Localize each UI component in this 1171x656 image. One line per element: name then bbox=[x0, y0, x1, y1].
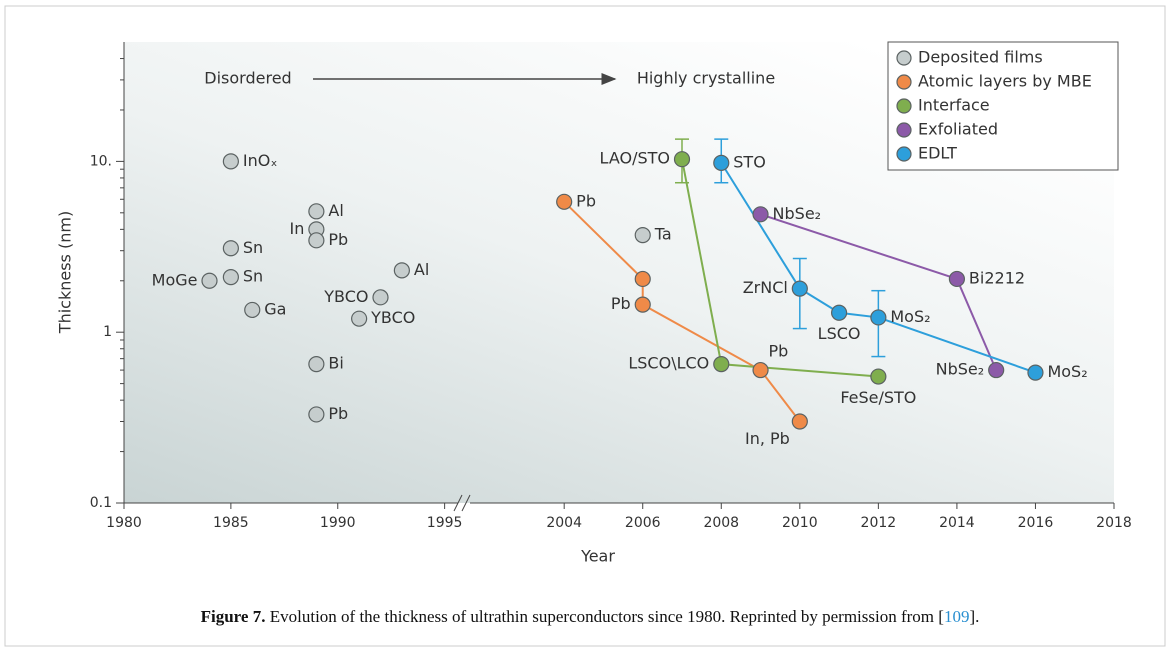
point-label: Pb bbox=[611, 294, 631, 313]
point bbox=[308, 203, 325, 220]
point bbox=[222, 153, 239, 170]
point-label: YBCO bbox=[370, 308, 415, 327]
x-tick-label: 2010 bbox=[782, 515, 818, 531]
point-label: Pb bbox=[328, 230, 348, 249]
caption-label: Figure 7. bbox=[201, 607, 266, 626]
point-label: Al bbox=[414, 260, 429, 279]
x-tick-label: 2014 bbox=[939, 515, 975, 531]
point-label: LAO/STO bbox=[600, 149, 670, 168]
point-label: LSCO bbox=[818, 324, 861, 343]
axis-break bbox=[453, 494, 463, 512]
point-label: STO bbox=[733, 152, 766, 171]
point bbox=[393, 262, 410, 279]
point bbox=[988, 361, 1005, 379]
legend bbox=[887, 41, 1119, 171]
point-label: InOₓ bbox=[243, 151, 278, 170]
point bbox=[634, 227, 651, 244]
point bbox=[752, 206, 769, 223]
point-label: Bi2212 bbox=[969, 268, 1025, 287]
point-label: NbSe₂ bbox=[936, 360, 985, 379]
legend-label: Exfoliated bbox=[918, 120, 998, 139]
x-tick-label: 1990 bbox=[320, 515, 356, 531]
point bbox=[830, 304, 848, 321]
point bbox=[222, 240, 239, 257]
point-label: Al bbox=[328, 201, 343, 220]
point-label: NbSe₂ bbox=[773, 204, 822, 223]
point bbox=[244, 301, 261, 319]
point-label: MoGe bbox=[152, 270, 198, 289]
x-axis-label: Year bbox=[580, 547, 615, 566]
annotation: Disordered bbox=[204, 69, 291, 88]
point-label: FeSe/STO bbox=[840, 388, 916, 407]
legend-marker bbox=[896, 50, 912, 66]
point bbox=[752, 361, 769, 379]
legend-marker bbox=[896, 122, 912, 138]
point-label: YBCO bbox=[323, 287, 368, 306]
point bbox=[791, 280, 808, 297]
x-tick-label: 2012 bbox=[861, 515, 897, 531]
point bbox=[1027, 364, 1044, 381]
point bbox=[222, 269, 239, 286]
point-label: Pb bbox=[328, 404, 348, 423]
caption: Figure 7. Evolution of the thickness of … bbox=[201, 607, 980, 626]
point bbox=[713, 356, 730, 373]
legend-label: Atomic layers by MBE bbox=[918, 72, 1092, 91]
point-label: MoS₂ bbox=[1047, 362, 1087, 381]
legend-label: Deposited films bbox=[918, 48, 1043, 67]
point-label: Sn bbox=[243, 238, 263, 257]
point bbox=[634, 270, 651, 288]
point bbox=[308, 232, 325, 249]
point bbox=[201, 272, 218, 289]
legend-marker bbox=[896, 98, 912, 114]
x-tick-label: 1980 bbox=[106, 515, 142, 531]
y-tick-label: 10. bbox=[90, 153, 112, 169]
point bbox=[634, 296, 651, 313]
point bbox=[870, 309, 887, 326]
point-label: Pb bbox=[576, 191, 596, 210]
point bbox=[308, 406, 325, 423]
x-tick-label: 1985 bbox=[213, 515, 249, 531]
x-tick-label: 2008 bbox=[703, 515, 739, 531]
point bbox=[351, 310, 368, 327]
x-tick-label: 2006 bbox=[625, 515, 661, 531]
point-label: Ta bbox=[654, 225, 672, 244]
legend-label: Interface bbox=[918, 96, 990, 115]
annotation: Highly crystalline bbox=[637, 69, 775, 88]
y-tick-label: 1 bbox=[103, 324, 112, 340]
caption-ref: 109 bbox=[944, 607, 970, 626]
point-label: Ga bbox=[264, 299, 286, 318]
point bbox=[308, 356, 325, 373]
point-label: In bbox=[290, 219, 305, 238]
point bbox=[870, 368, 887, 385]
x-tick-label: 1995 bbox=[427, 515, 463, 531]
caption-text: Evolution of the thickness of ultrathin … bbox=[265, 607, 944, 626]
point bbox=[673, 151, 691, 168]
point bbox=[948, 270, 966, 288]
y-axis-label: Thickness (nm) bbox=[56, 211, 75, 334]
x-tick-label: 2004 bbox=[546, 515, 582, 531]
legend-label: EDLT bbox=[918, 144, 957, 163]
y-tick-label: 0.1 bbox=[90, 495, 112, 511]
point-label: LSCO\LCO bbox=[628, 354, 709, 373]
point bbox=[791, 413, 808, 430]
point-label: In, Pb bbox=[745, 429, 790, 448]
point-label: Pb bbox=[769, 342, 789, 361]
point-label: ZrNCl bbox=[743, 278, 788, 297]
point-label: Sn bbox=[243, 267, 263, 286]
frame bbox=[4, 5, 1166, 647]
x-tick-label: 2018 bbox=[1096, 515, 1132, 531]
point bbox=[556, 193, 573, 210]
point-label: MoS₂ bbox=[890, 307, 930, 326]
x-tick-label: 2016 bbox=[1018, 515, 1054, 531]
point-label: Bi bbox=[328, 354, 343, 373]
legend-marker bbox=[896, 146, 912, 162]
axis-break bbox=[461, 494, 471, 512]
point bbox=[372, 289, 389, 306]
legend-marker bbox=[896, 74, 912, 90]
point bbox=[713, 154, 730, 171]
caption-after: ]. bbox=[969, 607, 979, 626]
